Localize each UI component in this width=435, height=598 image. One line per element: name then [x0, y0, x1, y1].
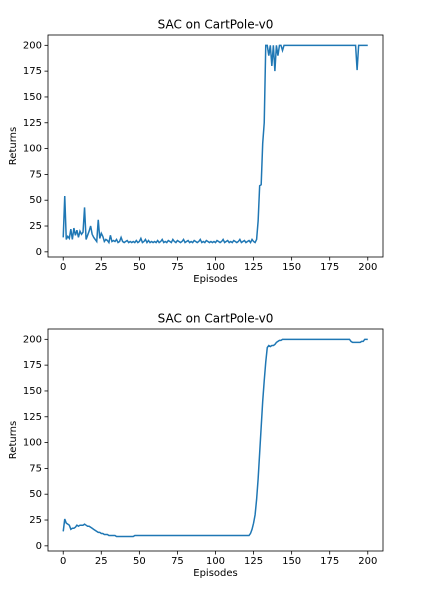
y-tick-label: 0: [36, 541, 42, 552]
y-tick-label: 0: [36, 247, 42, 258]
x-tick-label: 100: [206, 556, 225, 567]
y-tick-label: 175: [23, 66, 42, 77]
chart-title: SAC on CartPole-v0: [158, 18, 274, 32]
x-tick-label: 175: [320, 556, 339, 567]
x-tick-label: 175: [320, 262, 339, 273]
axes-frame: [47, 328, 384, 552]
x-axis-label: Episodes: [193, 274, 237, 285]
y-tick-label: 150: [23, 92, 42, 103]
y-tick-label: 75: [29, 463, 42, 474]
x-tick-label: 200: [358, 556, 377, 567]
y-tick-label: 50: [29, 489, 42, 500]
y-axis-label: Returns: [8, 421, 19, 459]
x-tick-label: 200: [358, 262, 377, 273]
x-tick-label: 25: [95, 262, 108, 273]
x-tick-label: 125: [244, 262, 263, 273]
axes-frame: [47, 34, 384, 258]
x-tick-label: 100: [206, 262, 225, 273]
y-tick-label: 150: [23, 386, 42, 397]
y-tick-label: 200: [23, 40, 42, 51]
x-tick-label: 150: [282, 262, 301, 273]
y-tick-label: 100: [23, 144, 42, 155]
line: [62, 338, 368, 538]
y-tick-label: 175: [23, 360, 42, 371]
y-tick-label: 25: [29, 221, 42, 232]
y-tick-label: 75: [29, 169, 42, 180]
y-tick-label: 125: [23, 412, 42, 423]
y-tick-label: 50: [29, 195, 42, 206]
x-tick-label: 50: [133, 262, 146, 273]
x-tick-label: 125: [244, 556, 263, 567]
x-tick-label: 75: [171, 556, 184, 567]
y-tick-label: 125: [23, 118, 42, 129]
x-tick-label: 150: [282, 556, 301, 567]
y-tick-label: 200: [23, 334, 42, 345]
y-tick-label: 25: [29, 515, 42, 526]
chart-title: SAC on CartPole-v0: [158, 312, 274, 326]
x-tick-label: 0: [60, 556, 66, 567]
x-tick-label: 75: [171, 262, 184, 273]
x-tick-label: 0: [60, 262, 66, 273]
x-tick-label: 25: [95, 556, 108, 567]
y-tick-label: 100: [23, 438, 42, 449]
x-axis-label: Episodes: [193, 568, 237, 579]
line: [62, 44, 368, 245]
x-tick-label: 50: [133, 556, 146, 567]
y-axis-label: Returns: [8, 127, 19, 165]
